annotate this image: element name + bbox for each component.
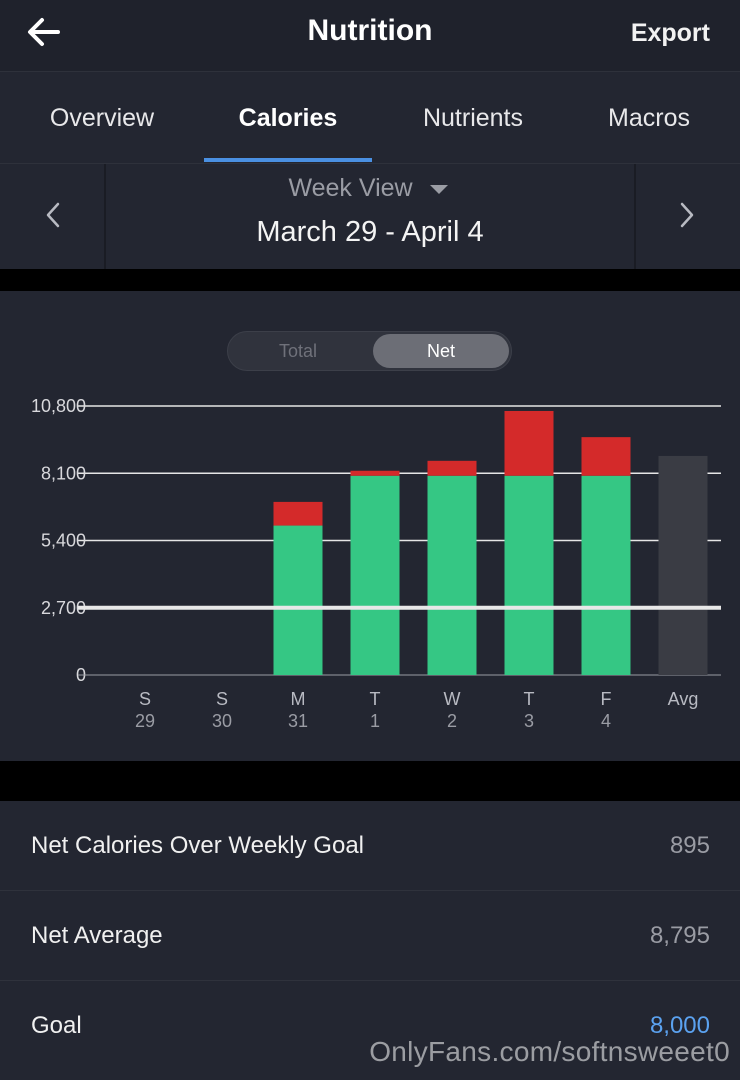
watermark: OnlyFans.com/softnsweeet0 (369, 1036, 730, 1067)
stat-row-over-goal: Net Calories Over Weekly Goal 895 (0, 801, 740, 891)
next-week-button[interactable] (634, 164, 740, 269)
net-calorie-bar[interactable] (273, 525, 323, 675)
net-calorie-bar[interactable] (504, 475, 554, 675)
stat-row-goal[interactable]: Goal 8,000 (0, 981, 740, 1071)
stat-value: 8,795 (649, 922, 710, 949)
top-bar: Nutrition Export (0, 0, 740, 72)
x-date-label: 31 (288, 711, 308, 731)
week-view-dropdown[interactable]: Week View (0, 174, 740, 203)
over-goal-bar[interactable] (427, 460, 477, 476)
tab-bar: Overview Calories Nutrients Macros (0, 72, 740, 164)
stat-row-net-average: Net Average 8,795 (0, 891, 740, 981)
export-button[interactable]: Export (630, 19, 710, 47)
toggle-total-option[interactable]: Total (278, 341, 318, 361)
week-range: March 29 - April 4 (256, 216, 484, 248)
chart-panel: Total Net 0 2,700 5,400 8,100 10,800 S 29 S 30 M 3… (0, 291, 740, 761)
y-tick-label: 10,800 (31, 396, 86, 416)
over-goal-bar[interactable] (581, 437, 631, 476)
net-calorie-bar[interactable] (350, 475, 400, 675)
back-button[interactable] (22, 12, 70, 56)
stat-value: 895 (669, 832, 710, 859)
week-view-label: Week View (288, 174, 413, 202)
y-tick-label: 8,100 (41, 463, 86, 483)
net-calorie-bar[interactable] (581, 475, 631, 675)
x-date-label: 2 (447, 711, 457, 731)
x-date-label: 30 (212, 711, 232, 731)
average-bar[interactable] (658, 455, 708, 675)
caret-down-icon (429, 185, 448, 195)
net-calorie-bar[interactable] (427, 475, 477, 675)
tab-macros[interactable]: Macros (608, 104, 690, 132)
y-tick-label: 5,400 (41, 531, 86, 551)
active-tab-indicator (204, 158, 372, 162)
tab-nutrients[interactable]: Nutrients (422, 104, 524, 132)
x-day-label: T (370, 689, 381, 709)
x-date-label: 3 (524, 711, 534, 731)
chevron-left-icon (46, 202, 60, 228)
tab-calories[interactable]: Calories (238, 104, 338, 132)
y-tick-label: 2,700 (41, 598, 86, 618)
goal-value-link[interactable]: 8,000 (649, 1012, 710, 1039)
x-day-label: W (444, 689, 461, 709)
stat-label: Net Calories Over Weekly Goal (31, 832, 364, 859)
stat-label: Net Average (31, 922, 163, 949)
arrow-left-icon (28, 18, 60, 46)
previous-week-button[interactable] (0, 164, 106, 269)
x-day-label: S (139, 689, 151, 709)
stats-list: Net Calories Over Weekly Goal 895 Net Av… (0, 801, 740, 1080)
x-date-label: 4 (601, 711, 611, 731)
over-goal-bar[interactable] (273, 501, 323, 526)
x-day-label: T (524, 689, 535, 709)
calorie-bar-chart: 02,7005,4008,10010,800S29S30M31T1W2T3F4A… (31, 396, 721, 731)
x-day-label: S (216, 689, 228, 709)
over-goal-bar[interactable] (504, 410, 554, 476)
over-goal-bar[interactable] (350, 470, 400, 476)
stat-label: Goal (31, 1012, 82, 1039)
tab-overview[interactable]: Overview (49, 104, 155, 132)
x-day-label: M (291, 689, 306, 709)
page-title: Nutrition (307, 14, 433, 47)
x-date-label: 1 (370, 711, 380, 731)
x-day-label: Avg (668, 689, 699, 709)
toggle-net-option[interactable]: Net (373, 334, 509, 368)
x-date-label: 29 (135, 711, 155, 731)
x-day-label: F (601, 689, 612, 709)
chevron-right-icon (680, 202, 694, 228)
week-navigator: Week View March 29 - April 4 (0, 164, 740, 269)
total-net-toggle: Total Net (227, 331, 512, 371)
